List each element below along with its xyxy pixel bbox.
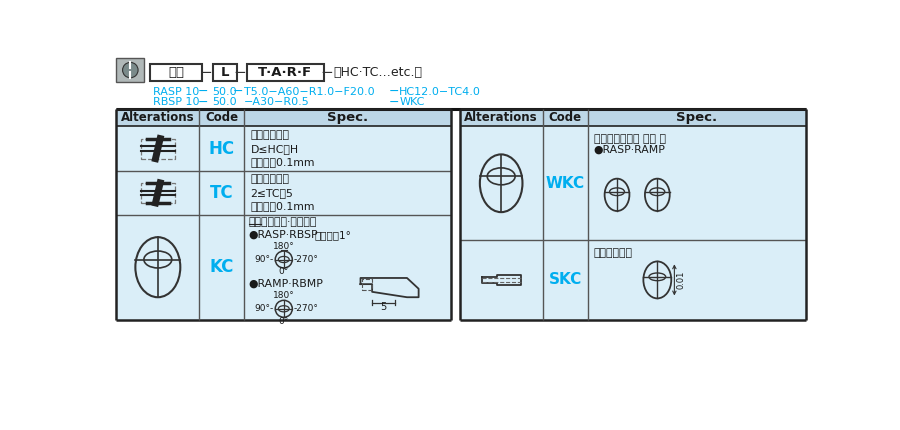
Bar	[112, 52, 810, 109]
Text: 止回平行加工（ 双面 ）: 止回平行加工（ 双面 ）	[594, 134, 666, 144]
Bar	[460, 126, 806, 240]
Text: 指定单位0.1mm: 指定单位0.1mm	[250, 157, 315, 167]
Bar	[247, 64, 324, 81]
Bar	[116, 126, 451, 171]
Text: 0.01: 0.01	[677, 271, 686, 289]
Text: 0°: 0°	[279, 267, 289, 276]
Text: T5.0−A60−R1.0−F20.0: T5.0−A60−R1.0−F20.0	[244, 86, 375, 97]
Text: L: L	[220, 66, 230, 79]
Text: −: −	[389, 85, 399, 98]
Text: SKC: SKC	[548, 273, 581, 287]
Text: HC: HC	[209, 140, 235, 158]
Text: Alterations: Alterations	[121, 111, 194, 124]
Text: −A30−R0.5: −A30−R0.5	[244, 98, 310, 108]
Text: −: −	[198, 85, 208, 98]
Text: 50.0: 50.0	[212, 86, 237, 97]
Text: 指定单位1°: 指定单位1°	[315, 230, 352, 240]
Text: ●RASP·RAMP: ●RASP·RAMP	[594, 144, 666, 154]
Bar	[460, 109, 806, 126]
Text: −: −	[198, 96, 208, 109]
Text: T·A·R·F: T·A·R·F	[258, 66, 312, 79]
Circle shape	[122, 62, 138, 78]
Text: -270°: -270°	[293, 255, 319, 264]
Text: KC: KC	[210, 258, 234, 276]
Text: 90°-: 90°-	[255, 255, 274, 264]
Text: WKC: WKC	[400, 98, 425, 108]
Text: 50.0: 50.0	[212, 98, 237, 108]
Text: 变更凸缘厚度: 变更凸缘厚度	[250, 175, 290, 184]
Text: D≤HC＜H: D≤HC＜H	[250, 144, 299, 154]
Text: Spec.: Spec.	[328, 111, 368, 124]
Bar	[116, 171, 451, 215]
Bar	[116, 215, 451, 319]
Text: 变更凸缘直径: 变更凸缘直径	[250, 130, 290, 140]
Text: （HC·TC…etc.）: （HC·TC…etc.）	[333, 66, 422, 79]
Text: 型式: 型式	[168, 66, 184, 79]
Text: RASP 10: RASP 10	[153, 86, 199, 97]
Text: 2≤TC＜5: 2≤TC＜5	[250, 188, 293, 198]
Text: -270°: -270°	[293, 304, 319, 313]
Bar	[116, 58, 144, 83]
Text: HC12.0−TC4.0: HC12.0−TC4.0	[400, 86, 482, 97]
Text: 止回单面加工·变更位置: 止回单面加工·变更位置	[249, 217, 318, 227]
Bar	[149, 64, 202, 81]
Text: Code: Code	[205, 111, 239, 124]
Bar	[460, 240, 806, 319]
Bar	[116, 109, 451, 319]
Text: 0°: 0°	[279, 316, 289, 326]
Text: 杆部平面加工: 杆部平面加工	[594, 248, 633, 258]
Text: 180°: 180°	[273, 242, 294, 251]
Text: TC: TC	[210, 184, 234, 202]
Text: RBSP 10: RBSP 10	[153, 98, 199, 108]
Text: 90°-: 90°-	[255, 304, 274, 313]
Text: ●RAMP·RBMP: ●RAMP·RBMP	[249, 279, 324, 289]
Text: −: −	[233, 65, 246, 80]
Text: Alterations: Alterations	[464, 111, 538, 124]
Text: −: −	[389, 96, 399, 109]
Bar	[213, 64, 237, 81]
Text: 180°: 180°	[273, 291, 294, 300]
Text: Code: Code	[548, 111, 581, 124]
Text: −: −	[320, 65, 334, 80]
Text: Spec.: Spec.	[676, 111, 717, 124]
Text: WKC: WKC	[545, 176, 585, 191]
Bar	[460, 109, 806, 319]
Text: −: −	[232, 85, 243, 98]
Bar	[116, 109, 451, 126]
Text: 5: 5	[381, 302, 387, 312]
Text: 指定单位0.1mm: 指定单位0.1mm	[250, 201, 315, 212]
Text: −: −	[199, 65, 212, 80]
Text: ●RASP·RBSP: ●RASP·RBSP	[249, 230, 319, 240]
